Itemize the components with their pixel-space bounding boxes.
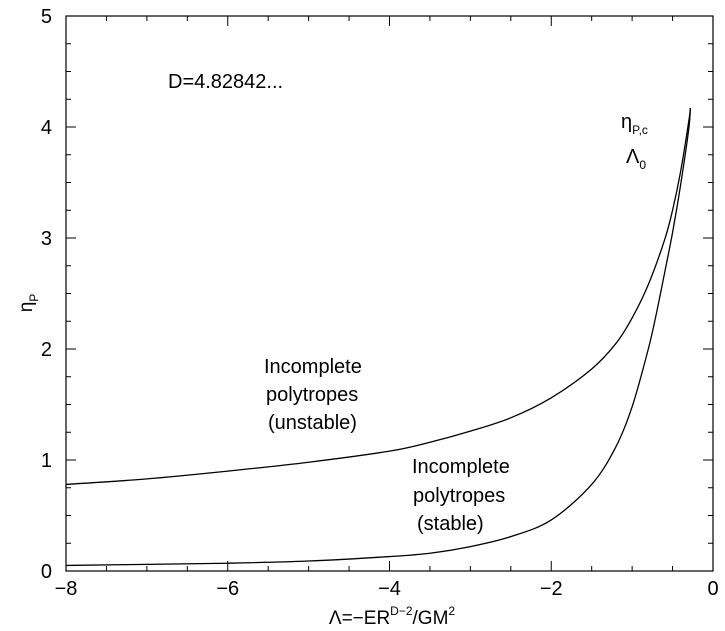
x-tick-label: −2 (540, 578, 563, 600)
y-tick-label: 4 (41, 117, 52, 139)
axis-tick-labels: −8 −6 −4 −2 0 0 1 2 3 4 5 (41, 6, 719, 600)
x-tick-label: −4 (378, 578, 401, 600)
critical-lambda-label: Λ0 (626, 146, 646, 172)
y-tick-label: 2 (41, 339, 52, 361)
unstable-branch-line (65, 108, 692, 486)
svg-text:Incomplete: Incomplete (412, 456, 510, 478)
x-axis-title: Λ=−ERD−2/GM2 (329, 604, 456, 629)
unstable-branch-label: Incomplete polytropes (unstable) (264, 356, 362, 434)
y-tick-label: 0 (41, 561, 52, 583)
y-tick-label: 5 (41, 6, 52, 28)
y-tick-label: 3 (41, 228, 52, 250)
y-axis-title: ηP (16, 294, 41, 313)
critical-eta-label: ηP,c (621, 111, 648, 137)
svg-text:(unstable): (unstable) (268, 412, 357, 434)
svg-text:Incomplete: Incomplete (264, 356, 362, 378)
x-tick-label: −6 (216, 578, 239, 600)
y-tick-label: 1 (41, 450, 52, 472)
x-tick-label: −8 (55, 578, 78, 600)
stable-branch-line (65, 108, 692, 567)
x-tick-label: 0 (707, 578, 718, 600)
stable-branch-label: Incomplete polytropes (stable) (412, 456, 510, 535)
dimension-annotation: D=4.82842... (168, 71, 283, 93)
svg-text:(stable): (stable) (417, 513, 484, 535)
svg-text:polytropes: polytropes (266, 384, 358, 406)
axis-ticks (65, 15, 714, 572)
data-series (65, 108, 692, 567)
svg-text:polytropes: polytropes (413, 485, 505, 507)
plot-frame (65, 15, 714, 572)
